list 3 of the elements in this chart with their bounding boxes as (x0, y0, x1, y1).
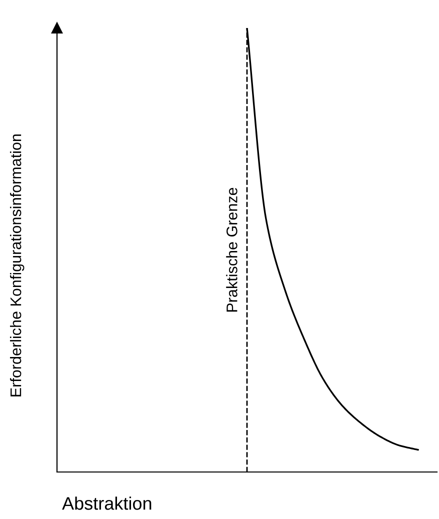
x-axis-title: Abstraktion (62, 496, 152, 510)
y-axis-title: Erforderliche Konfigurationsinformation (10, 134, 24, 396)
annotation: Praktische Grenze (226, 188, 238, 312)
